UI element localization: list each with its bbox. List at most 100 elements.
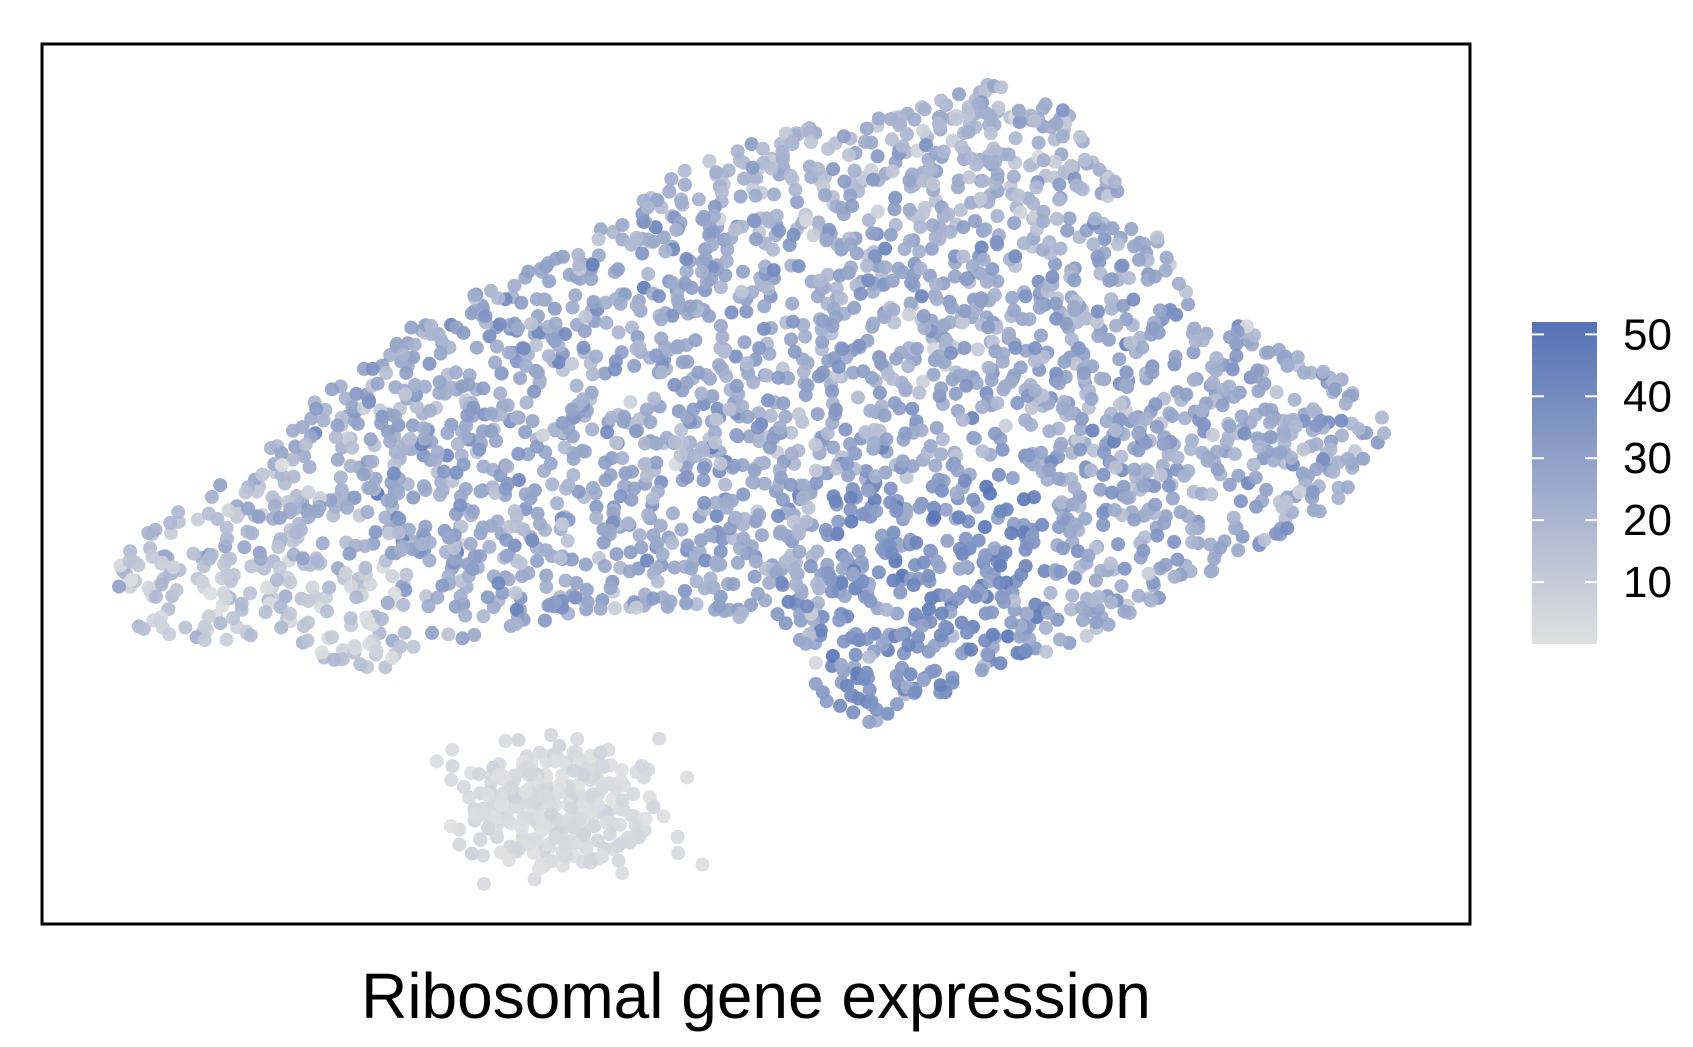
data-point: [767, 187, 781, 202]
data-point: [407, 337, 422, 352]
data-point: [641, 267, 656, 281]
data-point: [379, 366, 394, 380]
data-point: [858, 589, 872, 604]
data-point: [834, 576, 849, 591]
data-point: [1114, 449, 1129, 464]
data-point: [971, 97, 986, 111]
data-point: [667, 435, 682, 450]
data-point: [909, 535, 924, 550]
data-point: [234, 596, 249, 611]
data-point: [399, 567, 414, 582]
data-point: [894, 627, 909, 642]
data-point: [637, 457, 652, 472]
data-point: [848, 647, 863, 662]
data-point: [791, 259, 806, 274]
data-point: [1079, 629, 1094, 644]
data-point: [600, 425, 615, 440]
data-point: [932, 231, 947, 246]
data-point: [1204, 487, 1219, 502]
data-point: [478, 309, 493, 324]
data-point: [970, 342, 985, 357]
data-point: [878, 260, 893, 275]
data-point: [274, 458, 289, 473]
colorbar: 10 20 30 40 50: [1532, 310, 1672, 644]
data-point: [778, 409, 793, 424]
data-point: [776, 396, 791, 411]
data-point: [1064, 158, 1079, 173]
data-point: [613, 489, 628, 504]
data-point: [345, 440, 360, 455]
data-point: [424, 318, 439, 333]
data-point: [462, 790, 477, 805]
data-point: [464, 846, 479, 861]
data-point: [393, 639, 408, 654]
data-point: [396, 347, 411, 362]
data-point: [624, 492, 639, 507]
data-point: [837, 174, 852, 189]
data-point: [537, 613, 552, 628]
data-point: [994, 80, 1009, 95]
data-point: [975, 173, 990, 188]
data-point: [539, 568, 554, 583]
data-point: [516, 341, 531, 356]
data-point: [985, 262, 1000, 277]
data-point: [984, 373, 999, 388]
data-point: [272, 510, 287, 525]
data-point: [360, 505, 375, 520]
data-point: [1148, 397, 1163, 412]
data-point: [453, 589, 468, 604]
data-point: [1328, 382, 1342, 397]
data-point: [467, 628, 482, 642]
data-point: [632, 528, 647, 543]
data-point: [1292, 485, 1307, 499]
data-point: [703, 528, 717, 543]
data-point: [713, 280, 728, 295]
data-point: [1121, 271, 1136, 285]
data-point: [825, 319, 840, 333]
data-point: [666, 506, 680, 521]
data-point: [611, 853, 626, 868]
data-point: [1351, 421, 1366, 436]
data-point: [1056, 541, 1070, 556]
data-point: [328, 430, 343, 445]
data-point: [1039, 644, 1054, 659]
data-point: [729, 378, 744, 393]
data-point: [425, 625, 439, 640]
data-point: [499, 548, 514, 563]
data-point: [771, 509, 786, 523]
data-point: [895, 139, 910, 154]
data-point: [901, 307, 916, 322]
data-point: [1016, 492, 1031, 507]
data-point: [473, 832, 487, 847]
data-point: [871, 565, 886, 580]
data-point: [985, 605, 1000, 620]
data-point: [358, 561, 373, 575]
data-point: [542, 274, 557, 289]
data-point: [952, 87, 966, 102]
data-point: [867, 435, 881, 450]
data-point: [993, 558, 1008, 573]
data-point: [1048, 154, 1062, 169]
data-point: [979, 274, 994, 289]
data-point: [507, 278, 522, 293]
data-point: [804, 135, 818, 150]
colorbar-gradient: [1532, 322, 1597, 644]
data-point: [1123, 335, 1138, 350]
data-point: [680, 538, 695, 553]
data-point: [696, 473, 711, 488]
data-point: [340, 500, 354, 515]
data-point: [1055, 103, 1070, 118]
data-point: [944, 300, 959, 315]
data-point: [283, 502, 298, 517]
data-point: [171, 505, 186, 520]
data-point: [1067, 480, 1082, 495]
data-point: [895, 454, 910, 469]
data-point: [1252, 439, 1267, 454]
data-point: [764, 161, 779, 176]
data-point: [675, 355, 690, 370]
data-point: [1006, 169, 1021, 184]
data-point: [484, 518, 499, 533]
data-point: [558, 327, 573, 342]
data-point: [750, 420, 765, 435]
